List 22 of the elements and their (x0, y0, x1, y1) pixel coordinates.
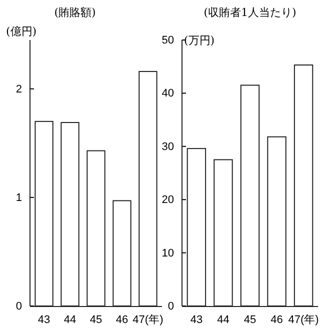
y-axis-title: (億円) (6, 25, 37, 38)
y-tick-label: 40 (162, 88, 174, 100)
x-tick-label: 43 (190, 314, 203, 326)
x-tick-label: 46 (116, 314, 128, 326)
y-tick-label: 50 (162, 34, 174, 47)
chart-title: (収賄者1人当たり) (204, 6, 296, 19)
y-tick-label: 10 (162, 247, 174, 260)
y-tick-label: 2 (16, 83, 22, 96)
y-tick-label: 20 (162, 194, 174, 206)
x-tick-label: 47(年) (288, 314, 319, 326)
x-tick-label: 47(年) (132, 314, 164, 326)
chart-title: (賄賂額) (54, 6, 96, 19)
x-tick-label: 43 (38, 314, 50, 326)
x-tick-label: 45 (244, 314, 256, 326)
x-tick-label: 45 (90, 314, 102, 326)
x-tick-label: 46 (270, 314, 283, 326)
y-tick-label: 1 (16, 192, 22, 204)
y-tick-label: 0 (16, 300, 22, 313)
y-tick-label: 0 (168, 300, 174, 313)
x-tick-label: 44 (64, 314, 76, 326)
x-tick-label: 44 (217, 314, 230, 326)
y-tick-label: 30 (162, 140, 174, 153)
